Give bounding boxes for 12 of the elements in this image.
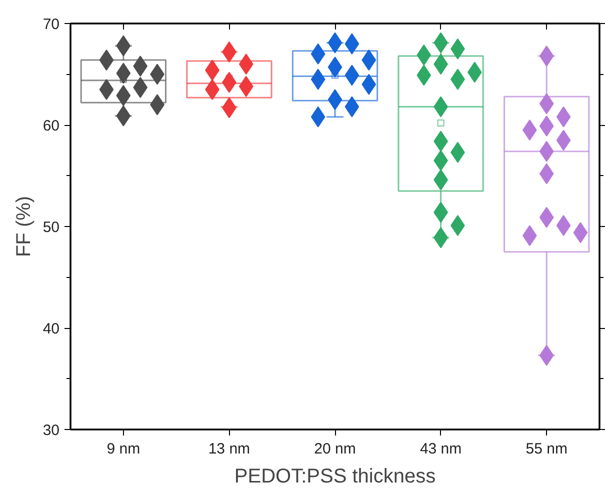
y-tick-label: 30 <box>42 422 60 439</box>
x-tick-label: 55 nm <box>526 440 568 458</box>
y-tick-label: 70 <box>42 16 60 33</box>
y-tick-label: 40 <box>42 320 60 338</box>
x-tick-label: 43 nm <box>420 440 462 458</box>
y-tick-label: 50 <box>42 219 60 236</box>
x-tick-label: 9 nm <box>106 440 140 458</box>
x-tick-label: 20 nm <box>314 440 356 458</box>
x-tick-label: 13 nm <box>208 440 250 458</box>
x-axis-title: PEDOT:PSS thickness <box>234 466 436 488</box>
y-tick-label: 60 <box>42 118 60 134</box>
y-axis-title: FF (%) <box>12 196 35 258</box>
